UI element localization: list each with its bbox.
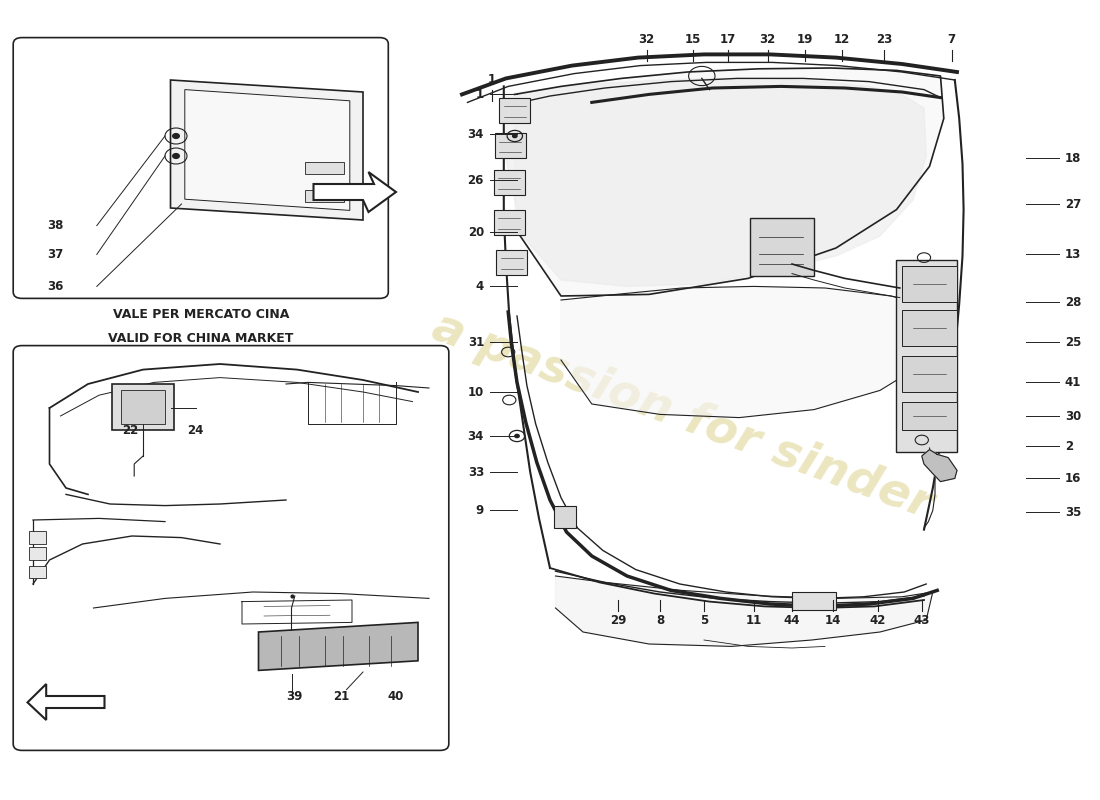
Text: 24: 24 [188, 424, 204, 437]
Polygon shape [28, 684, 105, 720]
Bar [305, 162, 344, 174]
Bar [792, 592, 836, 610]
Text: 20: 20 [468, 226, 484, 238]
Text: 34: 34 [468, 128, 484, 141]
Bar [112, 384, 174, 430]
Text: 33: 33 [468, 466, 484, 478]
Text: 42: 42 [870, 614, 886, 627]
Bar [29, 531, 46, 544]
Text: 14: 14 [825, 614, 840, 627]
Text: 22: 22 [122, 424, 138, 437]
Bar [896, 260, 957, 452]
Circle shape [173, 134, 179, 138]
Text: 28: 28 [1065, 296, 1081, 309]
Text: 10: 10 [468, 386, 484, 398]
Bar [495, 133, 526, 158]
Polygon shape [515, 68, 944, 296]
Bar [29, 566, 46, 578]
Text: 9: 9 [475, 504, 484, 517]
Polygon shape [556, 576, 933, 646]
Bar [305, 190, 344, 202]
Text: 34: 34 [468, 430, 484, 442]
Text: 26: 26 [468, 174, 484, 186]
Text: 25: 25 [1065, 336, 1081, 349]
Polygon shape [170, 80, 363, 220]
Text: 31: 31 [468, 336, 484, 349]
Text: 36: 36 [47, 280, 64, 293]
Text: 8: 8 [656, 614, 664, 627]
FancyBboxPatch shape [13, 346, 449, 750]
Bar [496, 250, 527, 275]
Text: 30: 30 [1065, 410, 1081, 422]
Bar [750, 218, 814, 276]
Text: 2: 2 [1065, 440, 1072, 453]
Text: 16: 16 [1065, 472, 1081, 485]
Text: 23: 23 [877, 34, 892, 46]
Text: 13: 13 [1065, 248, 1081, 261]
Text: 5: 5 [700, 614, 708, 627]
Text: VALID FOR CHINA MARKET: VALID FOR CHINA MARKET [108, 332, 294, 345]
FancyBboxPatch shape [13, 38, 388, 298]
Text: 32: 32 [639, 34, 654, 46]
Circle shape [173, 154, 179, 158]
Circle shape [515, 434, 519, 438]
Polygon shape [314, 172, 396, 212]
Circle shape [513, 134, 517, 138]
Bar [494, 170, 525, 195]
Bar [902, 356, 957, 392]
Text: 39: 39 [287, 690, 303, 702]
Text: 41: 41 [1065, 376, 1081, 389]
Polygon shape [185, 90, 350, 210]
Bar [494, 210, 525, 235]
Text: 21: 21 [333, 690, 349, 702]
Polygon shape [258, 622, 418, 670]
Text: 12: 12 [834, 34, 849, 46]
Text: 27: 27 [1065, 198, 1081, 210]
Text: 11: 11 [746, 614, 761, 627]
Text: 17: 17 [720, 34, 736, 46]
Text: 7: 7 [947, 34, 956, 46]
Text: 38: 38 [47, 219, 64, 232]
Polygon shape [922, 450, 957, 482]
Bar [902, 402, 957, 430]
Text: 1: 1 [487, 74, 496, 86]
Text: 37: 37 [47, 248, 64, 261]
Text: 18: 18 [1065, 152, 1081, 165]
Text: a passion for sinder: a passion for sinder [426, 304, 938, 528]
Bar [121, 390, 165, 424]
Text: VALE PER MERCATO CINA: VALE PER MERCATO CINA [112, 308, 289, 321]
Bar [902, 266, 957, 302]
Bar [554, 506, 576, 528]
Bar [499, 98, 530, 123]
Polygon shape [561, 286, 933, 418]
Text: 1: 1 [476, 88, 484, 101]
Text: 35: 35 [1065, 506, 1081, 518]
Polygon shape [506, 78, 926, 286]
Text: 40: 40 [388, 690, 404, 702]
Bar [29, 547, 46, 560]
Text: 44: 44 [783, 614, 801, 627]
Text: 15: 15 [685, 34, 701, 46]
Text: 4: 4 [475, 280, 484, 293]
Text: 29: 29 [610, 614, 626, 627]
Text: 43: 43 [914, 614, 929, 627]
Bar [902, 310, 957, 346]
Text: 32: 32 [760, 34, 775, 46]
Text: 19: 19 [798, 34, 813, 46]
